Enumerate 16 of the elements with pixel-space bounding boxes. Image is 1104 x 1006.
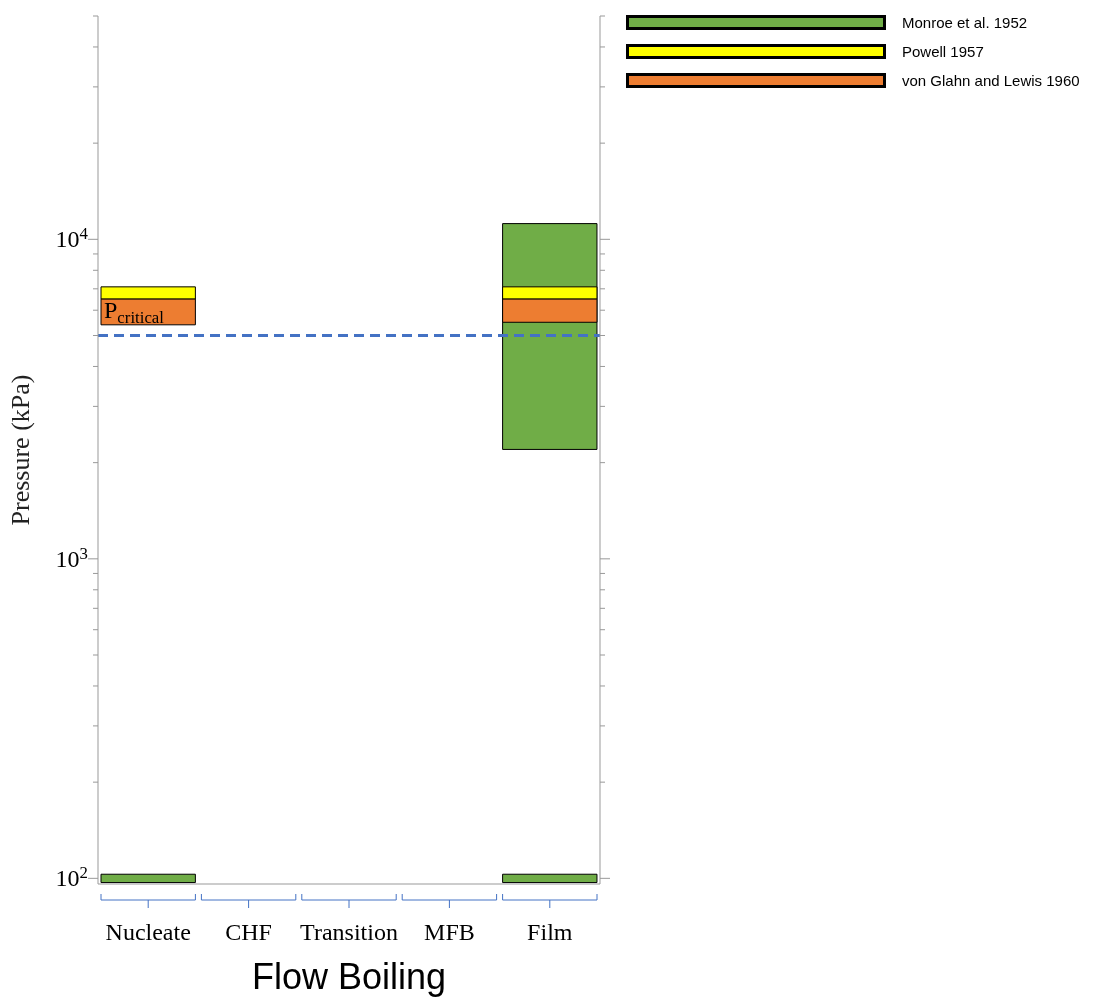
text: von Glahn and Lewis 1960 [902, 72, 1080, 89]
x-tick-label: CHF [225, 919, 272, 945]
y-tick-label: 10$^{3}$ [55, 544, 88, 572]
bar [100, 873, 196, 884]
text: Powell 1957 [902, 43, 984, 60]
x-axis-title: Flow Boiling [250, 956, 448, 998]
bar [502, 873, 598, 884]
x-tick-label: Nucleate [105, 919, 191, 945]
y-tick-label: 10$^{2}$ [55, 863, 88, 892]
y-tick-label: 10$^{4}$ [55, 224, 89, 253]
text: Monroe et al. 1952 [902, 14, 1028, 31]
x-tick-label: MFB [424, 919, 475, 945]
x-tick-label: Film [527, 919, 573, 945]
ref-line-label: P$_{critical}$ [104, 296, 165, 327]
y-axis-title: Pressure (kPa) [6, 374, 36, 526]
x-tick-label: Transition [300, 919, 398, 945]
